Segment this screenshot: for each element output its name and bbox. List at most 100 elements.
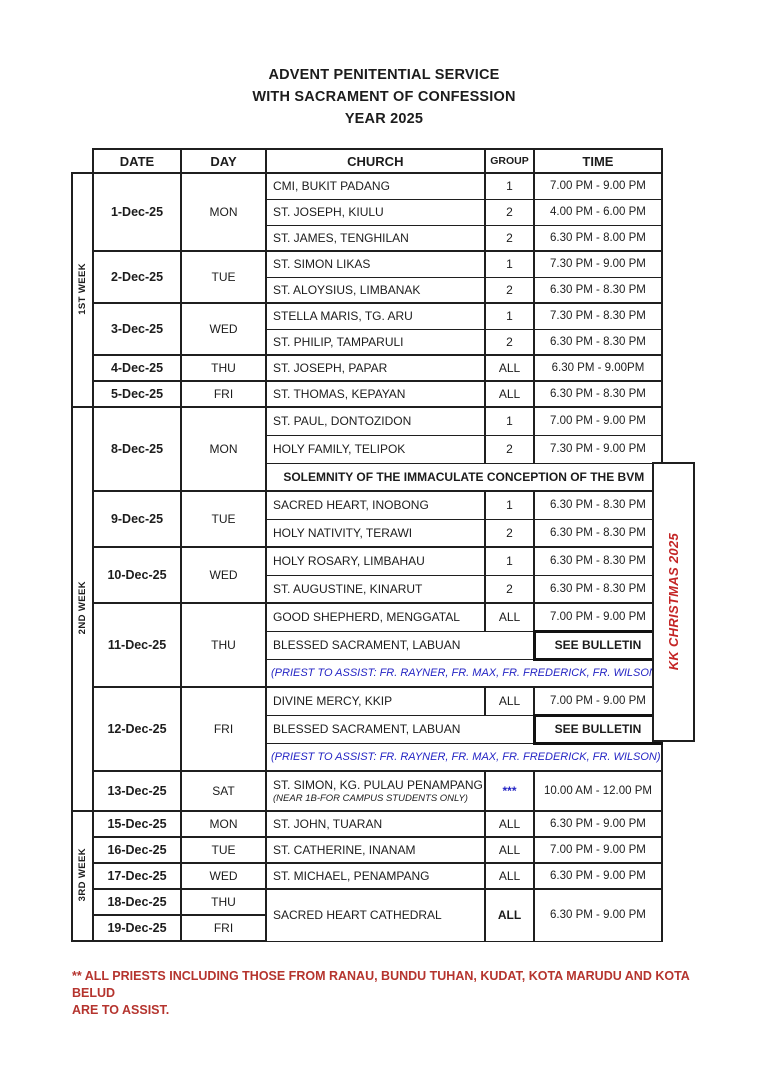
date-cell: 3-Dec-25 [92, 302, 182, 356]
table-row: 12-Dec-25 FRI DIVINE MERCY, KKIP ALL 7.0… [72, 686, 663, 772]
time-cell: 10.00 AM - 12.00 PM [533, 770, 663, 812]
church-cell: ST. JOSEPH, KIULU [265, 198, 486, 226]
group-cell: 1 [483, 172, 536, 200]
church-cell: ST. PAUL, DONTOZIDON [265, 406, 486, 436]
group-cell: 1 [483, 250, 536, 278]
date-cell: 15-Dec-25 [92, 810, 182, 838]
table-row: ST. JOSEPH, KIULU 2 4.00 PM - 6.00 PM [72, 198, 663, 226]
footnote-line-1: ** ALL PRIESTS INCLUDING THOSE FROM RANA… [72, 969, 690, 1000]
assist-note: (PRIEST TO ASSIST: FR. RAYNER, FR. MAX, … [265, 742, 663, 772]
church-cell: ST. SIMON, KG. PULAU PENAMPANG (NEAR 1B-… [265, 770, 486, 812]
day-cell: THU [180, 602, 267, 688]
day-cell: TUE [180, 250, 267, 304]
header-group: GROUP [483, 148, 536, 174]
church-cell: HOLY FAMILY, TELIPOK [265, 434, 486, 464]
day-cell: FRI [180, 686, 267, 772]
time-cell: 7.00 PM - 9.00 PM [533, 172, 663, 200]
group-cell: 1 [483, 490, 536, 520]
footnote: ** ALL PRIESTS INCLUDING THOSE FROM RANA… [72, 968, 732, 1019]
time-cell: 7.00 PM - 9.00 PM [533, 602, 663, 632]
group-cell: 2 [483, 224, 536, 252]
page-title: ADVENT PENITENTIAL SERVICE WITH SACRAMEN… [0, 64, 768, 130]
church-cell: STELLA MARIS, TG. ARU [265, 302, 486, 330]
table-row: 3-Dec-25 WED STELLA MARIS, TG. ARU 1 7.3… [72, 302, 663, 356]
group-cell: 1 [483, 546, 536, 576]
date-cell: 2-Dec-25 [92, 250, 182, 304]
header-date: DATE [92, 148, 182, 174]
table-row: (PRIEST TO ASSIST: FR. RAYNER, FR. MAX, … [72, 658, 663, 688]
header-time: TIME [533, 148, 663, 174]
side-label-box: KK CHRISTMAS 2025 [652, 462, 695, 742]
time-cell: 7.00 PM - 9.00 PM [533, 686, 663, 716]
table-row: 17-Dec-25 WED ST. MICHAEL, PENAMPANG ALL… [72, 862, 663, 890]
church-cell: ST. SIMON LIKAS [265, 250, 486, 278]
day-cell: WED [180, 302, 267, 356]
date-cell: 18-Dec-25 [92, 888, 182, 916]
church-cell: ST. PHILIP, TAMPARULI [265, 328, 486, 356]
group-cell: ALL [483, 602, 536, 632]
church-cell: HOLY NATIVITY, TERAWI [265, 518, 486, 548]
title-line-1: ADVENT PENITENTIAL SERVICE [268, 67, 500, 83]
title-line-2: WITH SACRAMENT OF CONFESSION [252, 89, 516, 105]
date-cell: 1-Dec-25 [92, 172, 182, 252]
day-cell: WED [180, 862, 267, 890]
schedule-table: DATE DAY CHURCH GROUP TIME 1ST WEEK 1-De… [71, 148, 664, 942]
table-row: 5-Dec-25 FRI ST. THOMAS, KEPAYAN ALL 6.3… [72, 380, 663, 408]
table-row: 11-Dec-25 THU GOOD SHEPHERD, MENGGATAL A… [72, 602, 663, 688]
time-cell: 6.30 PM - 9.00 PM [533, 862, 663, 890]
date-cell: 9-Dec-25 [92, 490, 182, 548]
group-cell: 2 [483, 276, 536, 304]
day-cell: WED [180, 546, 267, 604]
time-cell: 6.30 PM - 8.30 PM [533, 328, 663, 356]
church-cell: DIVINE MERCY, KKIP [265, 686, 486, 716]
group-cell: 2 [483, 328, 536, 356]
time-cell: 6.30 PM - 9.00PM [533, 354, 663, 382]
day-cell: THU [180, 888, 267, 916]
time-cell: 6.30 PM - 8.30 PM [533, 490, 663, 520]
table-row: 2-Dec-25 TUE ST. SIMON LIKAS 1 7.30 PM -… [72, 250, 663, 304]
church-cell: ST. THOMAS, KEPAYAN [265, 380, 486, 408]
church-subnote: (NEAR 1B-FOR CAMPUS STUDENTS ONLY) [273, 792, 468, 804]
group-cell: ALL [483, 862, 536, 890]
time-cell: 4.00 PM - 6.00 PM [533, 198, 663, 226]
table-row: 9-Dec-25 TUE SACRED HEART, INOBONG 1 6.3… [72, 490, 663, 548]
see-bulletin-cell: SEE BULLETIN [532, 629, 664, 661]
date-cell: 17-Dec-25 [92, 862, 182, 890]
church-cell: ST. JOHN, TUARAN [265, 810, 486, 838]
group-cell: 2 [483, 518, 536, 548]
table-row: 18-Dec-25 THU SACRED HEART CATHEDRAL ALL… [72, 888, 663, 942]
group-cell: 1 [483, 302, 536, 330]
group-cell: ALL [483, 380, 536, 408]
table-row: ST. PHILIP, TAMPARULI 2 6.30 PM - 8.30 P… [72, 328, 663, 356]
church-cell: CMI, BUKIT PADANG [265, 172, 486, 200]
date-cell: 4-Dec-25 [92, 354, 182, 382]
table-row: 2ND WEEK 8-Dec-25 MON ST. PAUL, DONTOZID… [71, 406, 663, 812]
time-cell: 6.30 PM - 8.30 PM [533, 574, 663, 604]
time-cell: 6.30 PM - 8.30 PM [533, 546, 663, 576]
assist-note: (PRIEST TO ASSIST: FR. RAYNER, FR. MAX, … [265, 658, 663, 688]
church-cell: SACRED HEART CATHEDRAL [265, 888, 486, 942]
time-cell: 6.30 PM - 8.30 PM [533, 276, 663, 304]
table-row: 3RD WEEK 15-Dec-25 MON ST. JOHN, TUARAN … [71, 810, 663, 942]
see-bulletin-cell: SEE BULLETIN [532, 713, 664, 745]
church-cell: HOLY ROSARY, LIMBAHAU [265, 546, 486, 576]
group-cell: *** [483, 770, 536, 812]
table-row: HOLY FAMILY, TELIPOK 2 7.30 PM - 9.00 PM [72, 434, 663, 464]
date-cell: 13-Dec-25 [92, 770, 182, 812]
title-line-3: YEAR 2025 [344, 111, 424, 127]
table-row: HOLY NATIVITY, TERAWI 2 6.30 PM - 8.30 P… [72, 518, 663, 548]
header-day: DAY [180, 148, 267, 174]
week-label: 3RD WEEK [77, 847, 88, 902]
time-cell: 7.30 PM - 9.00 PM [533, 434, 663, 464]
header-row: DATE DAY CHURCH GROUP TIME [72, 148, 663, 174]
time-cell: 6.30 PM - 8.30 PM [533, 518, 663, 548]
date-cell: 8-Dec-25 [92, 406, 182, 492]
church-cell: BLESSED SACRAMENT, LABUAN [264, 714, 536, 744]
day-cell: MON [180, 406, 267, 492]
table-row: 10-Dec-25 WED HOLY ROSARY, LIMBAHAU 1 6.… [72, 546, 663, 604]
header-church: CHURCH [265, 148, 486, 174]
week-label-cell: 2ND WEEK [71, 406, 94, 812]
corner-spacer [72, 149, 93, 173]
table-row: ST. AUGUSTINE, KINARUT 2 6.30 PM - 8.30 … [72, 574, 663, 604]
